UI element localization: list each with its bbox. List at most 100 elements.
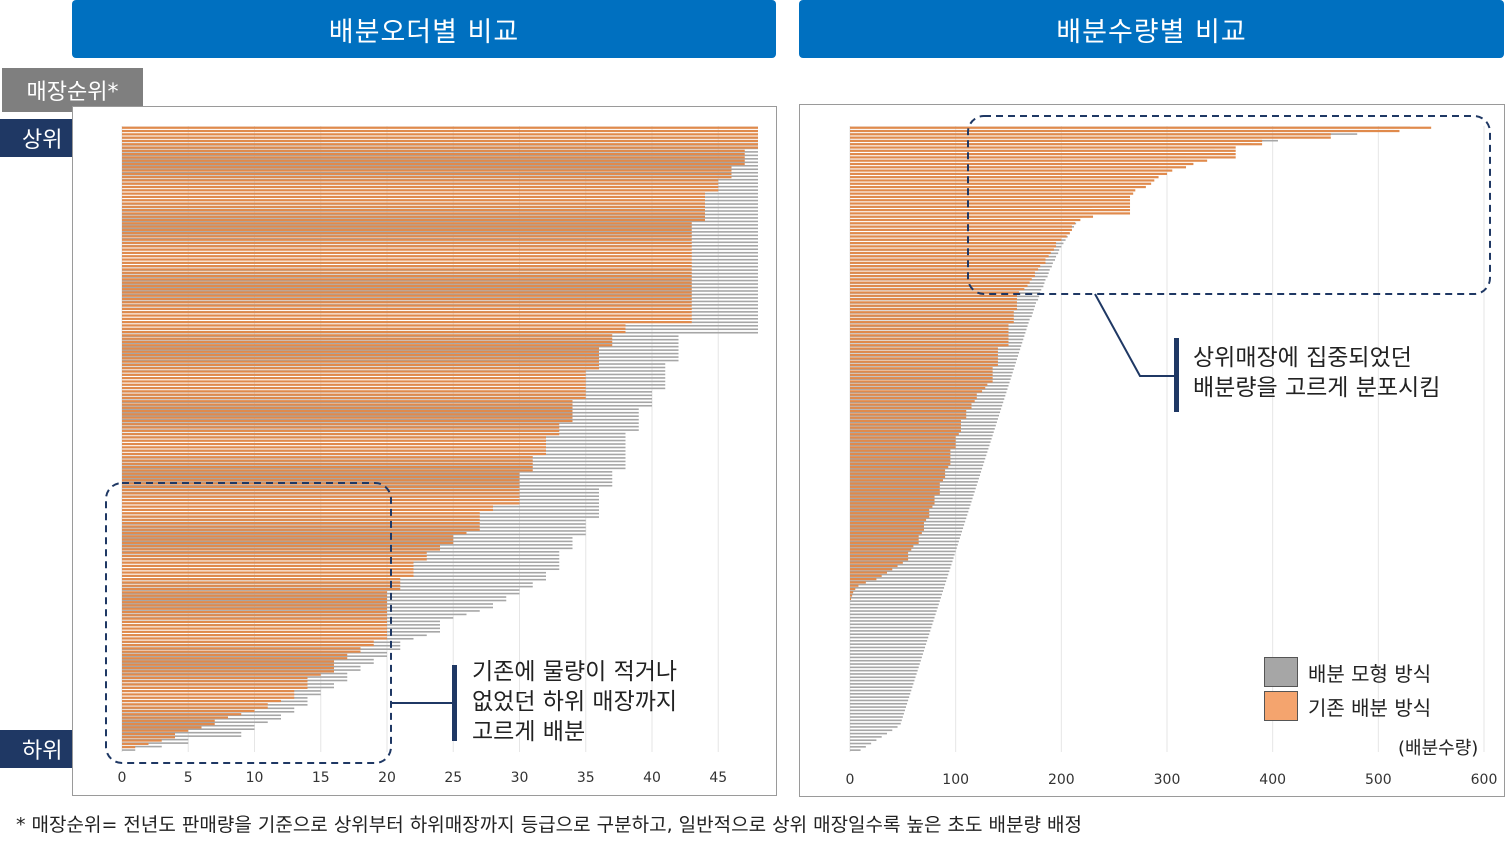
bar-model [850,613,936,616]
bar-legacy [122,713,242,716]
bar-legacy [122,716,228,719]
bar-model [122,537,573,539]
bar-legacy [850,416,967,419]
bar-legacy [122,561,414,564]
bar-model [850,686,913,689]
bar-legacy [122,149,745,152]
bar-legacy [850,245,1057,248]
x-tick-label: 45 [709,770,727,786]
bar-legacy [850,568,893,571]
bar-model [850,709,905,712]
bar-legacy [122,314,692,317]
bar-model [850,646,926,649]
bar-model [850,600,940,602]
bar-legacy [122,363,599,367]
bar-legacy [850,218,1081,222]
bar-model [850,494,974,496]
bar-legacy [122,406,573,409]
bar-legacy [122,241,692,245]
bar-model [122,672,348,675]
bar-model [850,689,912,692]
bar-model [850,404,1003,407]
bar-legacy [850,212,1131,215]
bar-model [850,438,992,440]
bar-legacy [122,139,758,143]
bar-legacy [122,205,705,208]
bar-legacy [850,561,903,564]
bar-legacy [850,528,924,531]
bar-model [850,391,1007,394]
bar-legacy [122,166,732,169]
bar-legacy [850,406,972,409]
bar-legacy [850,251,1051,255]
bar-model [850,500,972,503]
bar-legacy [850,535,919,538]
bar-legacy [850,192,1134,195]
bar-model [850,673,917,675]
bar-legacy [850,166,1187,169]
bar-model [850,570,950,573]
bar-legacy [850,390,983,393]
bar-model [850,543,958,546]
bar-legacy [122,403,573,406]
bar-model [122,154,758,157]
bar-legacy [850,139,1263,143]
bar-legacy [122,311,692,314]
bar-legacy [850,436,956,439]
bar-legacy [850,222,1076,225]
bar-legacy [122,663,334,666]
bar-legacy [850,248,1054,251]
bar-model [122,158,758,160]
bar-model [850,742,872,745]
bar-model [122,606,493,609]
bar-legacy [122,650,361,653]
bar-legacy [850,265,1041,268]
bar-legacy [850,232,1070,235]
bar-legacy [850,505,933,508]
legend-swatch-legacy [1264,691,1298,721]
bar-legacy [122,446,546,449]
bar-model [850,630,931,632]
bar-legacy [850,472,946,475]
bar-legacy [850,479,943,482]
bar-legacy [122,136,758,139]
bar-model [850,702,908,705]
bar-legacy [122,126,758,129]
bar-legacy [850,393,977,396]
bar-model [850,408,1002,410]
bar-legacy [122,508,493,512]
bar-model [850,596,941,599]
bar-legacy [122,209,705,212]
bar-model [850,739,877,742]
bar-model [122,540,573,543]
right-callout-line [1094,293,1178,377]
bar-legacy [122,433,560,436]
bar-legacy [850,423,961,426]
bar-legacy [850,353,998,357]
bar-legacy [850,512,930,515]
left-annotation: 기존에 물량이 적거나 없었던 하위 매장까지 고르게 배분 [472,657,677,747]
bar-model [850,411,1001,414]
bar-legacy [122,607,387,610]
bar-legacy [850,548,912,551]
bar-legacy [850,475,946,479]
bar-legacy [122,696,295,699]
bar-legacy [122,505,493,508]
bar-legacy [850,291,1020,294]
bar-legacy [122,597,387,600]
right-panel-title: 배분수량별 비교 [799,0,1504,58]
bar-legacy [122,268,692,271]
bar-model [850,633,930,636]
bar-legacy [850,489,940,492]
bar-legacy [122,564,414,568]
bar-model [122,224,758,226]
bar-legacy [850,143,1263,146]
bar-model [850,524,965,526]
x-tick-label: 400 [1259,772,1286,788]
bar-legacy [122,390,586,393]
bar-legacy [122,429,560,432]
bar-model [122,669,361,671]
bar-legacy [850,136,1331,139]
bar-legacy [850,442,956,446]
bar-legacy [850,587,856,591]
